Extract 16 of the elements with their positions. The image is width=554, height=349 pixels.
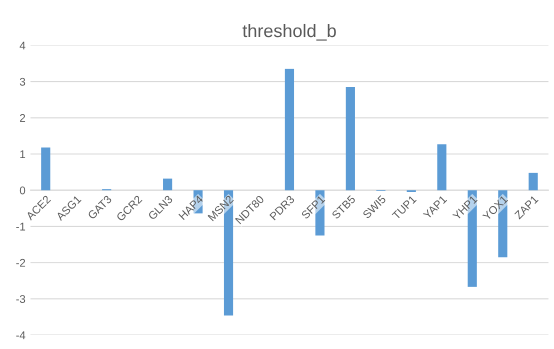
- y-tick-label: 1: [20, 150, 26, 158]
- y-tick-label: -4: [16, 331, 26, 340]
- bar: [163, 178, 172, 190]
- y-tick-label: -1: [16, 222, 26, 230]
- y-tick-label: 4: [20, 42, 26, 50]
- y-tick-label: 0: [20, 186, 26, 194]
- bar: [41, 147, 50, 190]
- bar: [284, 68, 294, 190]
- bar: [346, 87, 355, 190]
- y-tick-label: -3: [16, 295, 26, 303]
- bar: [528, 172, 538, 190]
- y-tick-label: -2: [16, 258, 26, 267]
- bar: [437, 144, 446, 190]
- chart-title: threshold_b: [242, 24, 336, 41]
- y-tick-label: 2: [20, 114, 26, 122]
- y-tick-label: 3: [20, 78, 26, 86]
